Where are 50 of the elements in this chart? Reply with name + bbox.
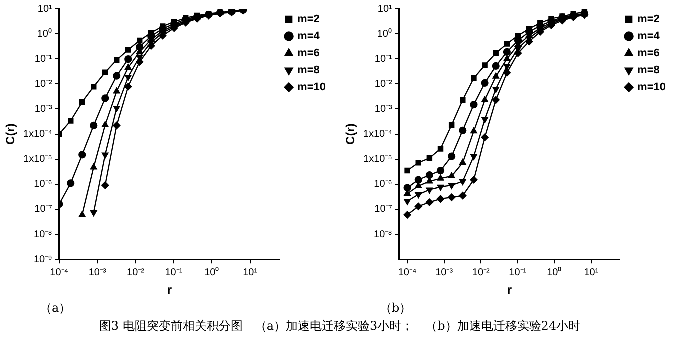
x-tick-label: 10⁻² [127, 267, 146, 278]
y-tick-label: 10⁻⁹ [34, 254, 52, 266]
x-axis-title: r [507, 283, 512, 298]
legend-label: m=6 [298, 48, 320, 60]
x-tick-label: 10⁻¹ [165, 267, 184, 278]
y-axis-title: C(r) [4, 124, 18, 145]
legend-label: m=10 [638, 82, 666, 94]
y-tick-label: 10¹ [38, 4, 54, 15]
x-tick-label: 10⁻³ [436, 267, 454, 278]
y-tick-label: 10⁻³ [374, 104, 394, 115]
legend-label: m=2 [638, 14, 660, 26]
y-axis-title: C(r) [344, 124, 358, 145]
legend-label: m=2 [298, 14, 320, 26]
legend-label: m=8 [638, 64, 660, 77]
caption: 图3 电阻突变前相关积分图 （a）加速电迁移实验3小时； （b）加速电迁移实验24小时 [98, 318, 582, 335]
x-tick-label: 10⁻¹ [509, 267, 528, 278]
legend-label: m=4 [638, 30, 661, 43]
x-tick-label: 10⁻² [472, 267, 490, 278]
x-axis-title: r [167, 283, 172, 298]
legend-label: m=6 [638, 48, 660, 60]
y-tick-label: 10⁰ [377, 28, 392, 40]
text: （b） [379, 300, 413, 316]
y-tick-label: 10⁻⁶ [374, 179, 392, 190]
y-tick-label: 10¹ [378, 4, 394, 15]
y-tick-label: 10⁻⁸ [374, 229, 392, 240]
x-tick-label: 10⁻⁴ [398, 267, 417, 278]
y-tick-label: 10⁻¹ [374, 54, 394, 65]
x-tick-label: 10⁻⁴ [50, 267, 69, 278]
legend-label: m=8 [298, 64, 320, 77]
y-tick-label: 10⁻⁶ [34, 179, 52, 190]
y-tick-label: 10⁻³ [34, 104, 54, 115]
x-tick-label: 10⁰ [547, 266, 562, 278]
x-tick-label: 10¹ [584, 267, 600, 278]
y-tick-label: 10⁻² [34, 78, 54, 90]
y-tick-label: 10⁻⁷ [34, 204, 53, 216]
y-tick-label: 1x10⁻⁵ [24, 154, 52, 166]
legend-label: m=4 [298, 30, 321, 43]
x-tick-label: 10⁻³ [88, 267, 107, 278]
y-tick-label: 1x10⁻⁵ [364, 154, 392, 166]
text: （a） [39, 300, 72, 316]
y-tick-label: 1x10⁻⁴ [363, 129, 392, 140]
y-tick-label: 10⁻⁷ [374, 204, 393, 216]
x-tick-label: 10¹ [243, 267, 258, 278]
y-tick-label: 10⁻² [374, 78, 394, 90]
y-tick-label: 10⁻⁸ [34, 229, 52, 240]
legend-label: m=10 [298, 82, 326, 94]
y-tick-label: 10⁻¹ [34, 54, 54, 65]
x-tick-label: 10⁰ [204, 266, 220, 278]
y-tick-label: 1x10⁻⁴ [23, 129, 52, 140]
y-tick-label: 10⁰ [37, 28, 52, 40]
